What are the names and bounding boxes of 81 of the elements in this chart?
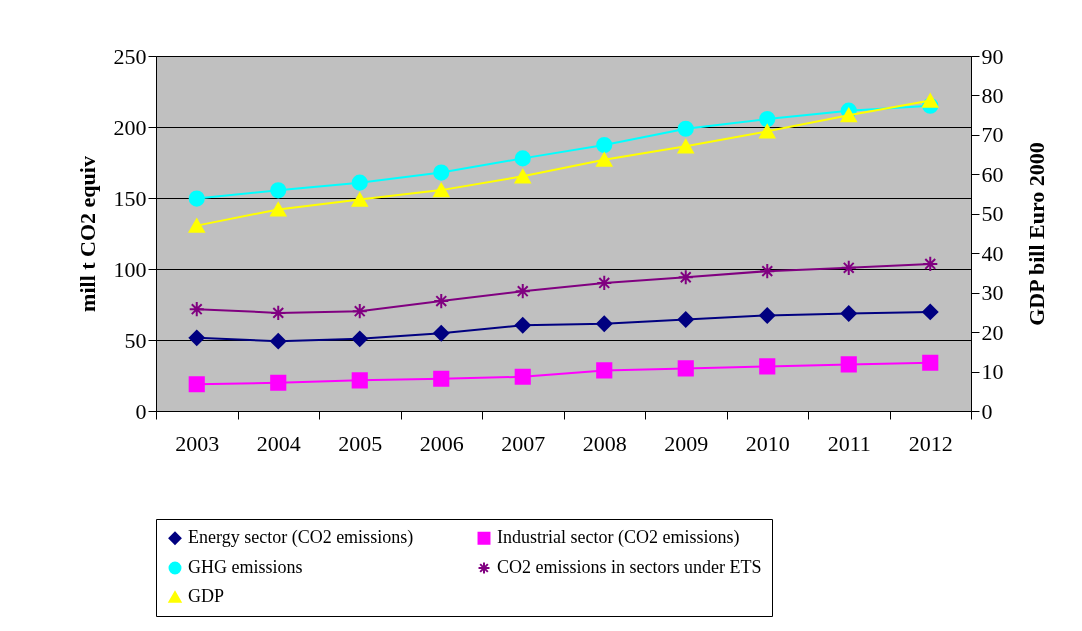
x-tick-label: 2011 [827,430,871,456]
legend-label: CO2 emissions in sectors under ETS [497,557,762,577]
y2-tick-label: 80 [981,82,1004,108]
point [840,259,857,276]
point [922,93,939,108]
point [840,356,857,373]
y2-axis-title: GDP bill Euro 2000 [1023,142,1049,326]
x-tick-label: 2004 [256,430,301,456]
point [270,333,287,350]
y2-tick-label: 20 [981,319,1004,345]
point [759,124,776,139]
x-tick-label: 2008 [582,430,627,456]
y2-tick-label: 60 [981,161,1004,187]
point [596,136,613,154]
y2-tick-label: 70 [981,122,1004,148]
point [596,362,613,379]
point [759,110,776,128]
point [188,376,205,393]
y2-tick-label: 10 [981,359,1004,385]
point [188,190,205,207]
point [677,269,694,286]
point [351,192,368,207]
point [433,370,450,387]
point [596,274,613,291]
point [840,108,857,123]
y-tick-label: 0 [135,398,147,424]
point [677,311,694,328]
x-tick-label: 2010 [745,430,790,456]
y-tick-label: 200 [113,114,147,140]
point [351,174,368,191]
legend-label: Energy sector (CO2 emissions) [188,527,414,549]
x-tick-label: 2007 [501,430,546,456]
point [677,360,694,377]
point [433,164,450,181]
point [514,283,531,300]
point [270,304,287,321]
y-tick-label: 50 [124,327,147,353]
point [433,182,450,198]
y2-tick-label: 90 [981,43,1004,69]
point [514,368,531,385]
legend-label: Industrial sector (CO2 emissions) [497,527,740,549]
point [759,263,776,280]
point [188,218,205,233]
point [188,329,205,346]
y-axis-title: mill t CO2 equiv [74,156,100,312]
y2-tick-label: 0 [981,398,993,424]
point [270,374,287,391]
point [759,358,776,375]
y2-tick-label: 40 [981,240,1004,266]
y2-tick-label: 50 [981,201,1004,227]
point [270,202,287,217]
x-tick-label: 2005 [338,430,383,456]
y2-tick-label: 30 [981,280,1004,306]
point [351,303,368,320]
point [433,293,450,310]
point [759,307,776,324]
x-tick-label: 2012 [908,430,953,456]
y-tick-label: 150 [113,185,147,211]
point [677,120,694,137]
point [351,330,368,347]
point [922,255,939,272]
point [514,317,531,334]
x-tick-label: 2009 [664,430,709,456]
point [922,303,939,320]
x-tick-label: 2003 [175,430,220,456]
point [270,182,287,199]
point [351,372,368,389]
x-tick-label: 2006 [419,430,464,456]
point [840,305,857,322]
point [514,150,531,167]
point [677,139,694,154]
point [922,354,939,371]
legend-label: GDP [188,586,225,606]
legend-label: GHG emissions [188,557,303,577]
y-tick-label: 100 [113,256,147,282]
point [514,169,531,184]
y-tick-label: 250 [113,43,147,69]
point [596,152,613,167]
point [188,301,205,318]
point [596,315,613,332]
point [433,325,450,342]
